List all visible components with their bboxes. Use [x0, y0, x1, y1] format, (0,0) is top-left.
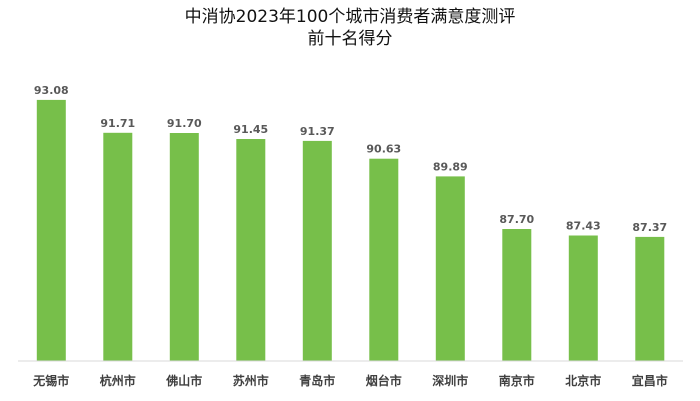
data-label-9: 87.37 — [632, 221, 667, 234]
bar-4 — [302, 140, 332, 361]
x-tick-label-6: 深圳市 — [432, 373, 468, 388]
x-tick-label-7: 南京市 — [499, 373, 535, 388]
data-label-0: 93.08 — [34, 84, 69, 97]
bars-group — [36, 99, 665, 362]
x-tick-label-2: 佛山市 — [165, 373, 202, 388]
x-tick-label-4: 青岛市 — [299, 373, 335, 388]
data-label-7: 87.70 — [499, 213, 534, 226]
bar-2 — [169, 133, 199, 361]
data-label-6: 89.89 — [433, 160, 468, 173]
bar-3 — [236, 139, 266, 361]
category-labels-group: 无锡市 杭州市 佛山市 苏州市 青岛市 烟台市 深圳市 南京市 北京市 宜昌市 — [32, 373, 668, 388]
x-tick-label-8: 北京市 — [565, 373, 601, 388]
bar-9 — [635, 236, 665, 361]
x-tick-label-5: 烟台市 — [366, 373, 402, 388]
bar-5 — [369, 158, 399, 361]
x-tick-label-3: 苏州市 — [233, 373, 269, 388]
chart-title-line2: 前十名得分 — [307, 29, 393, 49]
x-tick-label-1: 杭州市 — [100, 373, 136, 388]
data-label-1: 91.71 — [100, 117, 135, 130]
bar-8 — [568, 235, 598, 361]
bar-7 — [502, 229, 532, 361]
value-labels-group: 93.08 91.71 91.70 91.45 91.37 90.63 89.89 87.70… — [34, 84, 667, 234]
chart-title: 中消协2023年100个城市消费者满意度测评 前十名得分 — [0, 6, 700, 50]
bar-6 — [435, 176, 465, 361]
data-label-4: 91.37 — [300, 125, 335, 138]
data-label-8: 87.43 — [566, 220, 601, 233]
data-label-5: 90.63 — [366, 143, 401, 156]
bar-0 — [36, 99, 66, 362]
x-tick-label-9: 宜昌市 — [632, 373, 668, 388]
chart-title-line1: 中消协2023年100个城市消费者满意度测评 — [184, 7, 516, 27]
bar-1 — [103, 132, 133, 361]
data-label-3: 91.45 — [233, 123, 268, 136]
x-tick-label-0: 无锡市 — [32, 373, 69, 388]
data-label-2: 91.70 — [167, 117, 202, 130]
